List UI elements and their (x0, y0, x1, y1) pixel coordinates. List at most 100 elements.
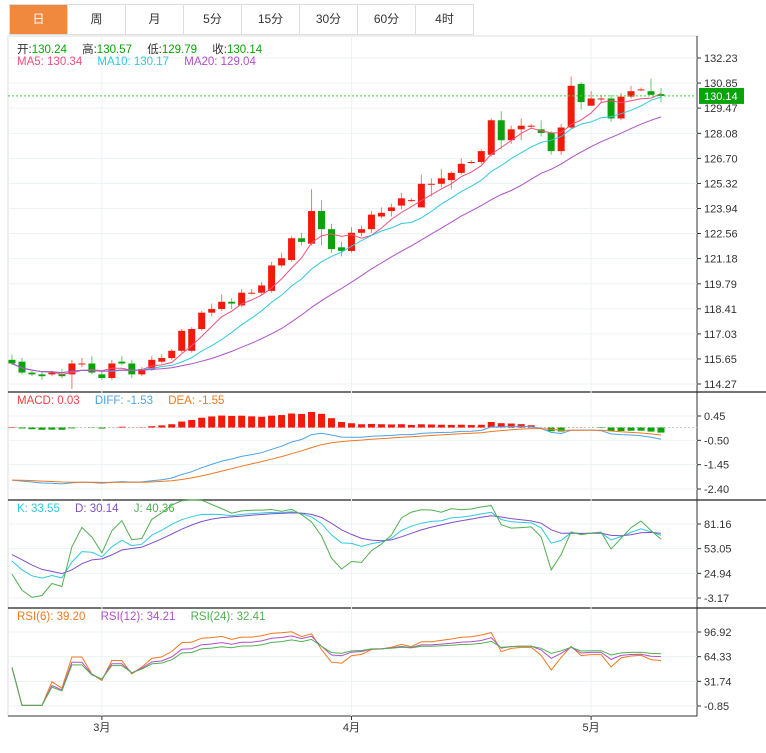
tab-4hour[interactable]: 4时 (416, 5, 474, 34)
price-axis-tick-label: 114.27 (704, 379, 737, 391)
candle-body (318, 211, 326, 230)
macd-bar (248, 416, 256, 428)
candle (168, 348, 176, 360)
j-value: J: 40.36 (133, 503, 175, 515)
macd-bar (647, 427, 655, 432)
candle (208, 303, 216, 317)
candle-body (278, 258, 286, 266)
ma5-value: MA5: 130.34 (17, 56, 83, 68)
candle-body (407, 200, 415, 202)
candle-body (577, 83, 585, 103)
macd-bar (178, 421, 186, 428)
macd-bar (98, 427, 106, 429)
tab-15min[interactable]: 15分 (242, 5, 300, 34)
candle-body (477, 151, 485, 163)
candle (188, 327, 196, 353)
macd-bar (627, 427, 635, 431)
rsi-axis-tick-label: 31.74 (704, 676, 732, 688)
candle (547, 131, 555, 155)
macd-bar (557, 427, 565, 432)
candle-body (328, 229, 336, 250)
candle-body (517, 125, 525, 130)
macd-bar (377, 424, 385, 428)
candle-body (497, 120, 505, 141)
macd-legend: MACD: 0.03 DIFF: -1.53 DEA: -1.55 (17, 395, 236, 407)
kdj-axis-tick-label: -3.17 (704, 593, 729, 605)
macd-bar (58, 427, 66, 430)
candle-body (218, 301, 226, 310)
kdj-axis-tick-label: 24.94 (704, 568, 732, 580)
candle (537, 120, 545, 137)
price-axis-tick-label: 122.56 (704, 229, 738, 241)
close-value: 130.14 (226, 44, 263, 56)
macd-axis-tick-label: 0.45 (704, 411, 725, 423)
price-axis-tick-label: 115.65 (704, 354, 737, 366)
candle (407, 198, 415, 202)
candle (607, 94, 615, 123)
candle (178, 329, 186, 353)
macd-bar (617, 427, 625, 431)
rsi24-line (11, 638, 662, 706)
candle-body (148, 359, 156, 369)
diff-line (11, 425, 662, 485)
price-axis-tick-label: 129.47 (704, 103, 738, 115)
candle (417, 174, 425, 208)
macd-bar (258, 416, 266, 428)
candle (328, 223, 336, 253)
candle-body (198, 312, 206, 330)
tab-week[interactable]: 周 (68, 5, 126, 34)
candle (657, 88, 665, 103)
macd-bar (417, 424, 425, 428)
candle-body (427, 183, 435, 185)
candle-body (357, 229, 365, 233)
candle-body (587, 98, 595, 106)
tab-month[interactable]: 月 (126, 5, 184, 34)
candle (38, 372, 46, 380)
tab-5min[interactable]: 5分 (184, 5, 242, 34)
macd-bar (357, 424, 365, 428)
low-value: 129.79 (161, 44, 198, 56)
ma5-line (11, 93, 662, 375)
candle-body (18, 361, 26, 373)
candle-body (128, 363, 136, 375)
price-axis-tick-label: 121.18 (704, 254, 738, 266)
candle (457, 158, 465, 175)
candle-body (78, 363, 86, 365)
candle-body (48, 372, 56, 375)
candle (467, 160, 475, 164)
macd-bar (298, 413, 306, 428)
candle (128, 359, 136, 379)
candle (78, 358, 86, 368)
macd-bar (208, 416, 216, 428)
candle (218, 294, 226, 311)
macd-bar (427, 424, 435, 428)
ma20-line (11, 116, 662, 374)
macd-bar (68, 427, 76, 429)
candle-body (607, 98, 615, 119)
open-value: 130.24 (31, 44, 67, 56)
tab-day[interactable]: 日 (10, 5, 68, 34)
candle (88, 356, 96, 375)
dea-line (11, 428, 662, 483)
candle (258, 281, 266, 295)
price-axis-tick-label: 125.32 (704, 178, 738, 190)
macd-bar (397, 424, 405, 428)
candle (298, 232, 306, 246)
macd-bar (218, 415, 226, 428)
candle-body (467, 162, 475, 164)
candle-body (38, 374, 46, 377)
rsi6-line (11, 631, 662, 706)
tab-30min[interactable]: 30分 (300, 5, 358, 34)
candle-body (168, 350, 176, 359)
candle (637, 87, 645, 92)
candle-body (337, 247, 345, 251)
candle (98, 370, 106, 380)
ma20-value: MA20: 129.04 (184, 56, 256, 68)
candle (447, 171, 455, 190)
candle (108, 359, 116, 380)
macd-axis-tick-label: -2.40 (704, 484, 729, 496)
tab-60min[interactable]: 60分 (358, 5, 416, 34)
macd-axis-tick-label: -1.45 (704, 460, 729, 472)
macd-bar (437, 424, 445, 428)
